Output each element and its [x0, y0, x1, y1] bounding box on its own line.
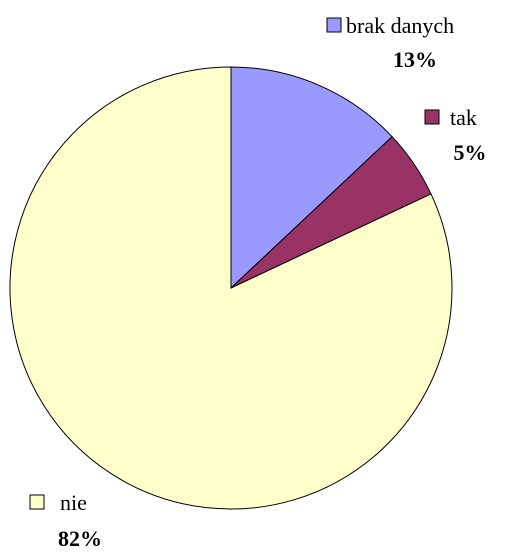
legend-swatch [29, 494, 45, 510]
value-label: 13% [393, 47, 437, 72]
value-label: 82% [58, 526, 102, 551]
pie-slice [9, 66, 453, 510]
slice-label: nie [60, 490, 87, 515]
legend-swatch [424, 109, 440, 125]
slice-label: brak danych [346, 13, 454, 38]
slice-label: tak [450, 105, 477, 130]
legend-swatch [326, 17, 342, 33]
value-label: 5% [454, 140, 487, 165]
pie-slice [230, 66, 393, 290]
